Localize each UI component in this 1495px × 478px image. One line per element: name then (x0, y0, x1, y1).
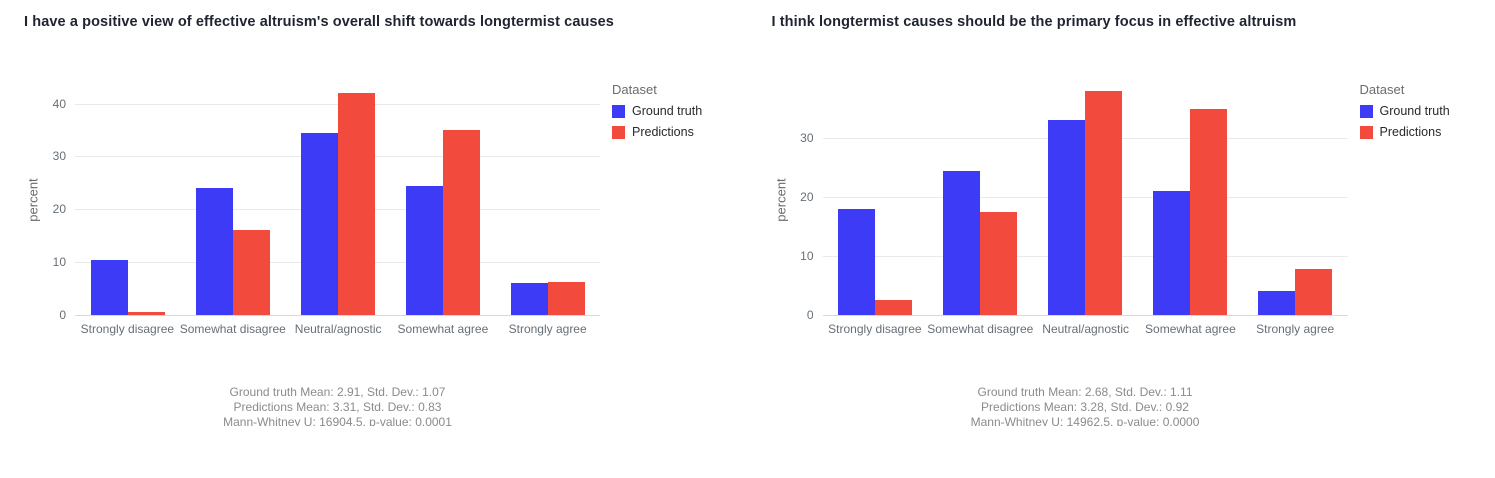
bar-group (495, 85, 600, 315)
legend-item-label: Predictions (632, 125, 694, 139)
legend-title: Dataset (612, 82, 657, 97)
bar-ground-truth[interactable] (405, 185, 443, 315)
bar-predictions[interactable] (875, 300, 912, 315)
bar-groups (823, 85, 1348, 315)
chart-panel-right: I think longtermist causes should be the… (748, 0, 1495, 478)
x-tick-label: Neutral/agnostic (1042, 322, 1130, 336)
bar-group (390, 85, 495, 315)
caption-line-mean-ground-truth: Ground truth Mean: 2.68, Std. Dev.: 1.11 (977, 385, 1193, 399)
y-tick-label: 30 (800, 131, 814, 146)
stats-caption: Ground truth Mean: 2.68, Std. Dev.: 1.11… (823, 385, 1348, 426)
bar-ground-truth[interactable] (1153, 191, 1190, 315)
bar-predictions[interactable] (232, 230, 270, 315)
legend-item[interactable]: Ground truth (612, 104, 702, 118)
x-tick-label: Somewhat agree (1145, 322, 1236, 336)
bar-predictions[interactable] (1295, 269, 1332, 315)
chart-title: I have a positive view of effective altr… (24, 14, 614, 30)
bar-group (823, 85, 928, 315)
legend-items: Ground truth Predictions (1359, 104, 1450, 139)
bar-predictions[interactable] (127, 312, 165, 315)
legend-item[interactable]: Predictions (1359, 125, 1450, 139)
bar-group (75, 85, 180, 315)
y-tick-label: 20 (52, 202, 66, 217)
x-axis-labels: Strongly disagree Somewhat disagree Neutra… (823, 322, 1348, 336)
legend-item-label: Predictions (1379, 125, 1442, 139)
legend-swatch (1359, 104, 1373, 118)
legend-item[interactable]: Predictions (612, 125, 702, 139)
caption-line-mann-whitney: Mann-Whitney U: 14962.5, p-value: 0.0000 (970, 415, 1200, 426)
bar-ground-truth[interactable] (943, 170, 980, 315)
bar-group (285, 85, 390, 315)
legend-swatch (612, 125, 625, 139)
bar-groups (75, 85, 600, 315)
bar-ground-truth[interactable] (510, 283, 548, 315)
y-tick-label: 10 (52, 255, 66, 270)
chart-panel-left: I have a positive view of effective altr… (24, 14, 702, 426)
x-tick-label: Somewhat disagree (927, 322, 1034, 336)
bar-group (180, 85, 285, 315)
gridline (75, 315, 600, 316)
caption-line-mean-predictions: Predictions Mean: 3.28, Std. Dev.: 0.92 (981, 400, 1189, 414)
plot-area: 0 10 20 30 40 (53, 85, 600, 321)
x-tick-label: Strongly disagree (828, 322, 922, 336)
chart-title: I think longtermist causes should be the… (771, 14, 1297, 30)
x-tick-label: Strongly disagree (80, 322, 175, 336)
bar-group (1033, 85, 1138, 315)
caption-line-mean-ground-truth: Ground truth Mean: 2.91, Std. Dev.: 1.07 (229, 385, 446, 399)
legend-swatch (1359, 125, 1373, 139)
x-axis-labels: Strongly disagree Somewhat disagree Neutra… (75, 322, 600, 336)
x-tick-label: Neutral/agnostic (294, 322, 382, 336)
legend-item-label: Ground truth (1379, 104, 1450, 118)
y-tick-label: 0 (806, 308, 814, 322)
gridline (822, 315, 1348, 316)
y-axis-title: percent (773, 178, 788, 222)
legend-swatch (612, 104, 625, 118)
stats-caption: Ground truth Mean: 2.91, Std. Dev.: 1.07… (75, 385, 600, 426)
legend-item[interactable]: Ground truth (1359, 104, 1450, 118)
legend: Dataset Ground truth Predictions (612, 82, 702, 146)
bar-predictions[interactable] (337, 92, 375, 315)
bar-predictions[interactable] (1190, 108, 1227, 315)
y-tick-label: 20 (800, 190, 814, 205)
legend-item-label: Ground truth (632, 104, 703, 118)
x-tick-label: Somewhat agree (397, 322, 489, 336)
legend-items: Ground truth Predictions (612, 104, 702, 139)
x-tick-label: Strongly agree (1256, 322, 1335, 336)
x-tick-label: Strongly agree (508, 322, 587, 336)
bar-predictions[interactable] (547, 281, 585, 315)
y-tick-label: 0 (59, 308, 66, 322)
bar-predictions[interactable] (1085, 90, 1122, 315)
y-tick-label: 40 (52, 96, 66, 111)
y-tick-label: 10 (800, 249, 814, 264)
bar-group (928, 85, 1033, 315)
y-axis-title: percent (25, 178, 41, 222)
bar-group (1138, 85, 1243, 315)
bar-ground-truth[interactable] (90, 259, 128, 315)
caption-line-mean-predictions: Predictions Mean: 3.31, Std. Dev.: 0.83 (233, 400, 442, 414)
bar-ground-truth[interactable] (838, 208, 875, 315)
plot-area: 0 10 20 30 (800, 85, 1348, 321)
bar-ground-truth[interactable] (300, 132, 338, 315)
legend-title: Dataset (1359, 82, 1405, 97)
bar-ground-truth[interactable] (195, 188, 233, 315)
caption-line-mann-whitney: Mann-Whitney U: 16904.5, p-value: 0.0001 (223, 415, 452, 426)
x-tick-label: Somewhat disagree (179, 322, 286, 336)
bar-predictions[interactable] (980, 211, 1017, 315)
legend: Dataset Ground truth Predictions (1359, 82, 1450, 146)
bar-predictions[interactable] (442, 129, 480, 315)
y-tick-label: 30 (52, 149, 66, 164)
bar-ground-truth[interactable] (1048, 120, 1085, 315)
bar-ground-truth[interactable] (1258, 291, 1295, 315)
bar-group (1243, 85, 1348, 315)
